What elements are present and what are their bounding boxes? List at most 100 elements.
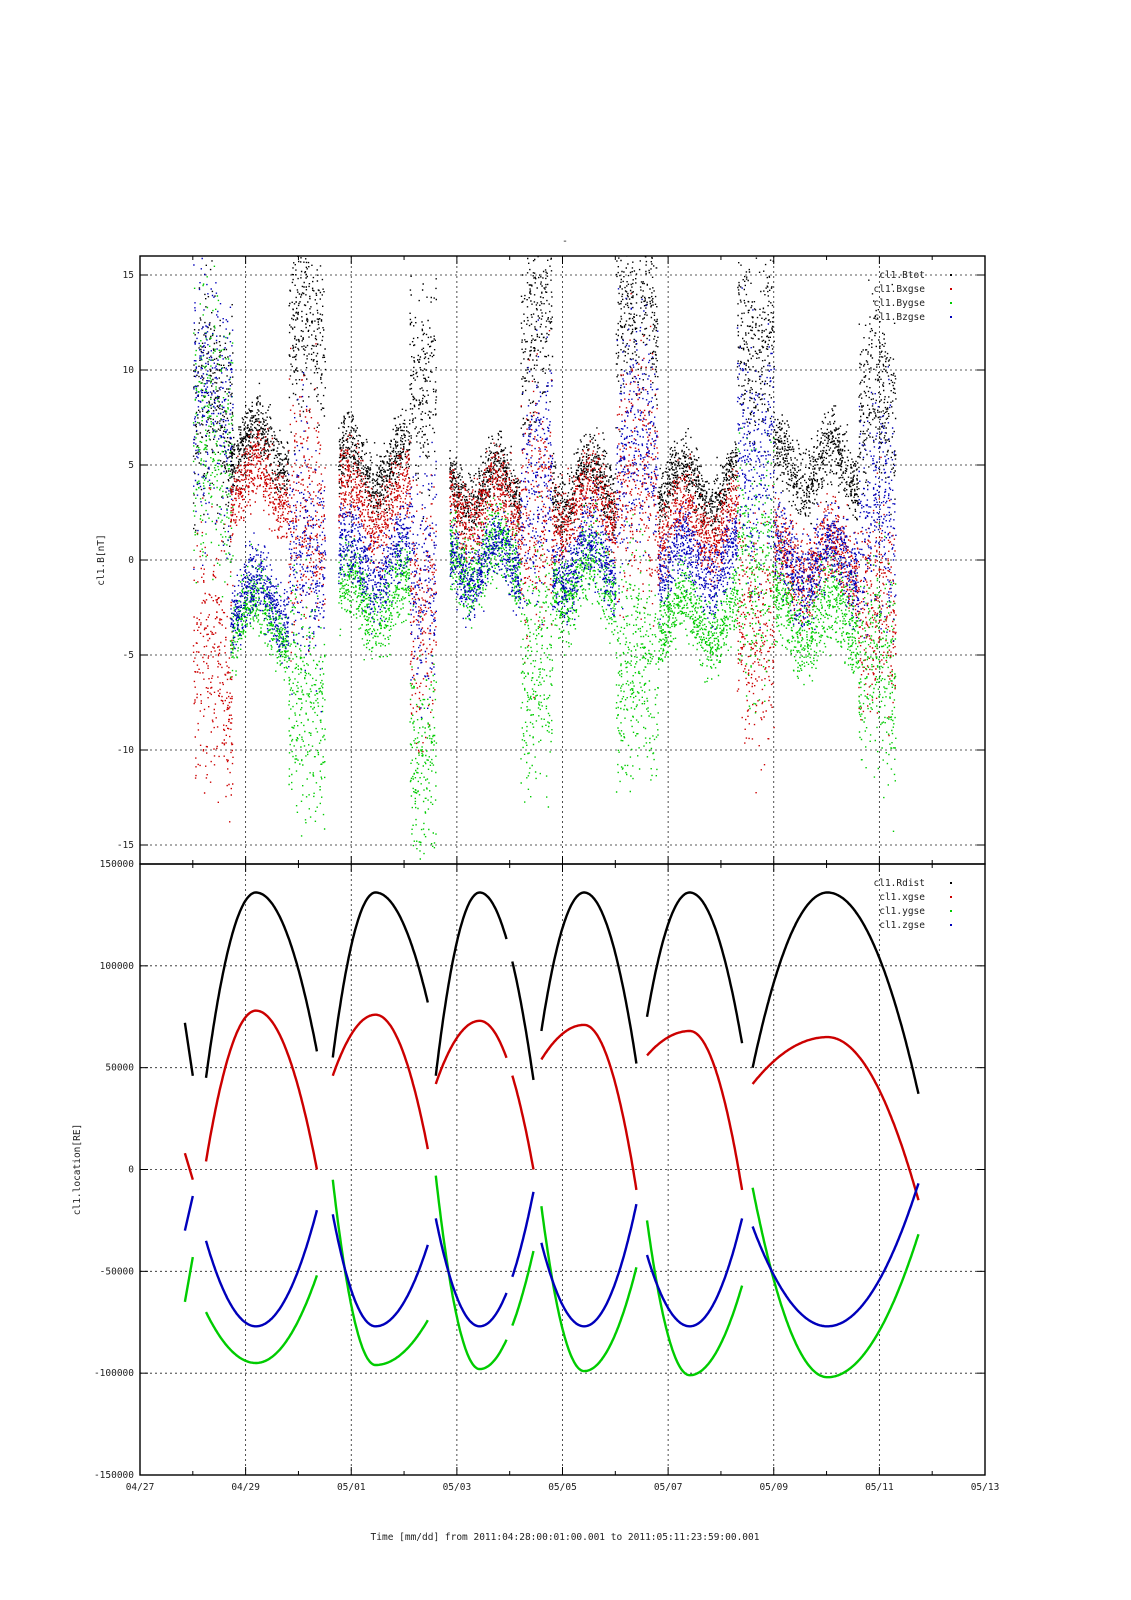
bottom-frame xyxy=(139,863,986,1476)
curve-cl1-zgse xyxy=(331,1214,429,1328)
legend-marker xyxy=(950,896,952,898)
legend-marker xyxy=(950,316,952,318)
curve-cl1-ygse xyxy=(331,1179,429,1367)
legend-marker xyxy=(950,910,952,912)
curve-cl1-ygse xyxy=(434,1175,508,1371)
curve-cl1-zgse xyxy=(511,1191,535,1278)
field-series-Btot xyxy=(409,275,438,520)
field-series-Btot xyxy=(657,428,738,536)
field-series-Bx xyxy=(192,487,234,823)
location-curves xyxy=(183,891,920,1379)
curve-cl1-zgse xyxy=(645,1218,744,1328)
field-series-Bz xyxy=(615,288,659,610)
curve-cl1-ygse xyxy=(751,1187,920,1379)
curve-cl1-zgse xyxy=(751,1183,920,1328)
curve-cl1-Rdist xyxy=(645,891,744,1044)
xtick-label: 05/09 xyxy=(759,1482,788,1493)
field-series-Btot xyxy=(288,256,327,452)
top-ytick-label: 5 xyxy=(128,460,134,471)
top-ytick-label: -5 xyxy=(123,650,134,661)
x-axis-label: Time [mm/dd] from 2011:04:28:00:01:00.00… xyxy=(371,1532,760,1543)
field-series-Bz xyxy=(774,492,860,631)
field-series-Bx xyxy=(736,484,776,794)
curve-cl1-Rdist xyxy=(540,891,638,1064)
legend-cl1-Bzgse: cl1.Bzgse xyxy=(874,312,926,323)
xtick-label: 04/29 xyxy=(231,1482,260,1493)
bottom-ytick-label: 100000 xyxy=(100,961,135,972)
legend-cl1-Bygse: cl1.Bygse xyxy=(874,298,926,309)
xtick-label: 05/07 xyxy=(654,1482,683,1493)
top-ytick-label: -10 xyxy=(117,745,134,756)
field-series-Bz xyxy=(520,319,554,626)
xtick-label: 04/27 xyxy=(126,1482,155,1493)
xtick-label: 05/01 xyxy=(337,1482,366,1493)
legend-cl1-Btot: cl1.Btot xyxy=(879,270,925,281)
field-series-Btot xyxy=(773,405,860,525)
field-series-Bx xyxy=(229,421,290,543)
field-series-By xyxy=(657,554,739,683)
top-ylabel: cl1.B[nT] xyxy=(96,534,107,585)
bottom-ytick-label: -150000 xyxy=(94,1470,134,1481)
bottom-ytick-label: -50000 xyxy=(100,1266,135,1277)
location-panel: 150000 100000 50000 0 -50000 -100000 -150000 cl… xyxy=(72,859,986,1481)
legend-marker xyxy=(950,288,952,290)
bottom-ytick-label: 150000 xyxy=(100,859,135,870)
bottom-ytick-label: 0 xyxy=(128,1165,134,1176)
field-points xyxy=(192,256,897,864)
bottom-ytick-label: 50000 xyxy=(105,1063,134,1074)
curve-cl1-xgse xyxy=(331,1013,429,1150)
field-series-Btot xyxy=(192,260,234,563)
curve-cl1-ygse xyxy=(204,1275,319,1365)
field-series-By xyxy=(449,497,522,629)
top-ytick-label: 0 xyxy=(128,555,134,566)
top-ytick-label: 10 xyxy=(123,365,135,376)
field-series-Btot xyxy=(552,427,617,553)
figure-title: - xyxy=(562,236,568,247)
curve-cl1-zgse xyxy=(204,1209,319,1328)
curve-cl1-xgse xyxy=(751,1035,920,1201)
legend-marker xyxy=(950,274,952,276)
legend-cl1-ygse: cl1.ygse xyxy=(879,906,925,917)
top-ytick-label: 15 xyxy=(123,270,134,281)
legend-cl1-Rdist: cl1.Rdist xyxy=(874,878,925,889)
curve-cl1-ygse xyxy=(511,1250,535,1327)
xtick-label: 05/05 xyxy=(548,1482,577,1493)
bottom-ytick-label: -100000 xyxy=(94,1368,134,1379)
field-series-Bx xyxy=(409,474,437,753)
xtick-label: 05/11 xyxy=(865,1482,894,1493)
field-series-By xyxy=(520,495,554,808)
curve-cl1-Rdist xyxy=(511,961,535,1081)
field-series-Bx xyxy=(858,456,897,737)
field-series-Bx xyxy=(338,434,411,578)
legend-cl1-xgse: cl1.xgse xyxy=(879,892,925,903)
curve-cl1-Rdist xyxy=(751,891,920,1095)
legend-marker xyxy=(950,924,952,926)
field-series-Bz xyxy=(287,372,327,713)
curve-cl1-ygse xyxy=(540,1206,638,1373)
curve-cl1-xgse xyxy=(511,1075,535,1170)
curve-cl1-Rdist xyxy=(183,1022,194,1076)
magnetic-field-panel: 15 10 5 0 -5 -10 -15 cl1.B[nT] cl1.Btot cl1.Bxgse… xyxy=(96,255,986,865)
field-series-By xyxy=(858,523,897,832)
field-series-Bz xyxy=(409,441,438,719)
field-series-Btot xyxy=(338,408,411,525)
field-series-Bz xyxy=(552,482,617,626)
curve-cl1-zgse xyxy=(183,1195,194,1231)
curve-cl1-zgse xyxy=(540,1203,638,1328)
field-series-By xyxy=(736,427,775,714)
field-series-Bx xyxy=(551,433,617,566)
curve-cl1-xgse xyxy=(434,1019,508,1085)
field-series-Bx xyxy=(449,442,522,569)
field-series-Bz xyxy=(338,492,411,635)
field-series-Bz xyxy=(230,532,290,664)
field-series-By xyxy=(288,558,326,837)
curve-cl1-xgse xyxy=(183,1152,194,1181)
curve-cl1-xgse xyxy=(204,1009,319,1170)
curve-cl1-Rdist xyxy=(434,891,508,1076)
legend-marker xyxy=(950,882,952,884)
field-series-By xyxy=(551,502,617,656)
legend-cl1-zgse: cl1.zgse xyxy=(879,920,925,931)
curve-cl1-Rdist xyxy=(204,891,319,1078)
curve-cl1-ygse xyxy=(183,1256,194,1303)
